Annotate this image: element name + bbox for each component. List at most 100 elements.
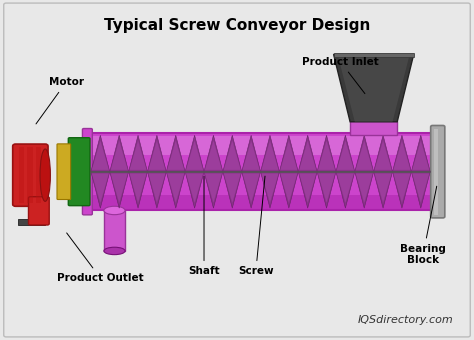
Polygon shape xyxy=(393,141,410,170)
Bar xyxy=(434,129,438,215)
Bar xyxy=(91,195,430,209)
Polygon shape xyxy=(393,173,410,203)
Polygon shape xyxy=(111,173,128,203)
Polygon shape xyxy=(91,135,110,172)
Polygon shape xyxy=(111,141,128,170)
Polygon shape xyxy=(128,172,147,208)
Polygon shape xyxy=(224,173,241,203)
Polygon shape xyxy=(223,172,242,208)
Bar xyxy=(27,148,33,203)
Polygon shape xyxy=(374,141,392,170)
FancyBboxPatch shape xyxy=(68,138,90,206)
Polygon shape xyxy=(167,173,184,203)
Polygon shape xyxy=(110,172,128,208)
Polygon shape xyxy=(337,141,354,170)
Polygon shape xyxy=(242,172,261,208)
Bar xyxy=(104,210,125,251)
FancyBboxPatch shape xyxy=(431,125,445,218)
FancyBboxPatch shape xyxy=(57,144,71,200)
Ellipse shape xyxy=(104,247,125,255)
Polygon shape xyxy=(334,54,414,122)
Bar xyxy=(18,219,46,225)
Polygon shape xyxy=(204,135,223,172)
Polygon shape xyxy=(243,173,260,203)
Polygon shape xyxy=(224,141,241,170)
Polygon shape xyxy=(298,172,317,208)
FancyBboxPatch shape xyxy=(4,3,470,337)
FancyBboxPatch shape xyxy=(82,129,92,215)
Polygon shape xyxy=(338,57,409,122)
Polygon shape xyxy=(186,173,203,203)
Polygon shape xyxy=(261,135,279,172)
Polygon shape xyxy=(129,141,146,170)
Polygon shape xyxy=(148,173,165,203)
Polygon shape xyxy=(355,172,374,208)
Polygon shape xyxy=(262,173,278,203)
Text: Typical Screw Conveyor Design: Typical Screw Conveyor Design xyxy=(104,18,370,33)
Polygon shape xyxy=(147,172,166,208)
Bar xyxy=(334,53,414,57)
Bar xyxy=(19,148,25,203)
Polygon shape xyxy=(129,173,146,203)
Polygon shape xyxy=(412,141,429,170)
Polygon shape xyxy=(411,172,430,208)
Polygon shape xyxy=(92,173,109,203)
Polygon shape xyxy=(110,135,128,172)
Ellipse shape xyxy=(104,206,125,215)
Polygon shape xyxy=(317,172,336,208)
Polygon shape xyxy=(166,172,185,208)
Polygon shape xyxy=(185,135,204,172)
Polygon shape xyxy=(356,141,373,170)
Polygon shape xyxy=(336,135,355,172)
Polygon shape xyxy=(204,172,223,208)
Text: Product Outlet: Product Outlet xyxy=(57,233,144,283)
Polygon shape xyxy=(317,135,336,172)
Polygon shape xyxy=(186,141,203,170)
Polygon shape xyxy=(356,173,373,203)
Text: Product Inlet: Product Inlet xyxy=(302,57,379,94)
Polygon shape xyxy=(205,141,222,170)
Polygon shape xyxy=(167,141,184,170)
Text: Motor: Motor xyxy=(36,77,83,124)
Polygon shape xyxy=(148,141,165,170)
Polygon shape xyxy=(128,135,147,172)
Bar xyxy=(36,148,41,203)
Bar xyxy=(91,136,430,155)
Polygon shape xyxy=(318,141,335,170)
Polygon shape xyxy=(262,141,278,170)
FancyBboxPatch shape xyxy=(89,133,433,210)
FancyBboxPatch shape xyxy=(13,144,48,206)
Polygon shape xyxy=(279,172,298,208)
Polygon shape xyxy=(392,135,411,172)
Polygon shape xyxy=(374,173,392,203)
Polygon shape xyxy=(355,135,374,172)
Polygon shape xyxy=(299,173,316,203)
Bar xyxy=(350,121,397,135)
FancyBboxPatch shape xyxy=(28,197,49,225)
Polygon shape xyxy=(337,173,354,203)
Polygon shape xyxy=(166,135,185,172)
Text: IQSdirectory.com: IQSdirectory.com xyxy=(358,315,454,325)
Polygon shape xyxy=(147,135,166,172)
Polygon shape xyxy=(205,173,222,203)
Polygon shape xyxy=(91,172,110,208)
Polygon shape xyxy=(412,173,429,203)
Polygon shape xyxy=(392,172,411,208)
Polygon shape xyxy=(280,173,297,203)
Ellipse shape xyxy=(40,149,50,201)
Polygon shape xyxy=(243,141,260,170)
Polygon shape xyxy=(279,135,298,172)
Polygon shape xyxy=(336,172,355,208)
Polygon shape xyxy=(261,172,279,208)
Polygon shape xyxy=(242,135,261,172)
Polygon shape xyxy=(185,172,204,208)
Polygon shape xyxy=(299,141,316,170)
Polygon shape xyxy=(92,141,109,170)
Polygon shape xyxy=(280,141,297,170)
Text: Screw: Screw xyxy=(238,176,273,276)
Polygon shape xyxy=(374,172,392,208)
Polygon shape xyxy=(298,135,317,172)
Text: Bearing
Block: Bearing Block xyxy=(400,186,446,265)
Text: Shaft: Shaft xyxy=(188,176,220,276)
Polygon shape xyxy=(223,135,242,172)
